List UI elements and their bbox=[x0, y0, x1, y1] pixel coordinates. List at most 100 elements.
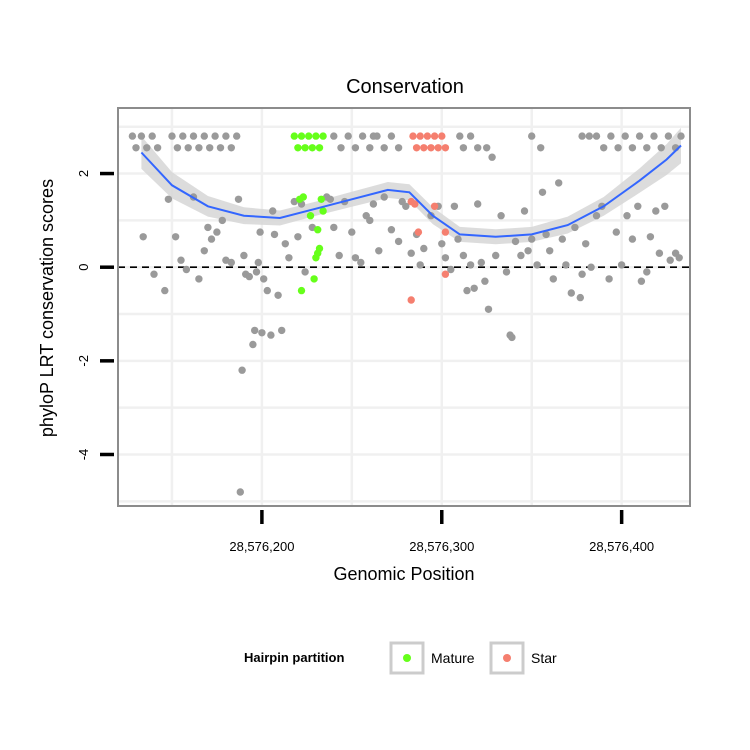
data-point-background bbox=[438, 240, 446, 248]
data-point-background bbox=[200, 132, 208, 140]
data-point-mature bbox=[290, 132, 298, 140]
data-point-background bbox=[227, 144, 235, 152]
confidence-band-layer bbox=[141, 127, 681, 245]
data-point-background bbox=[474, 200, 482, 208]
data-point-background bbox=[675, 254, 683, 262]
data-point-background bbox=[182, 265, 191, 274]
legend: Hairpin partition Mature Star bbox=[244, 641, 557, 675]
data-point-mature bbox=[297, 132, 306, 140]
data-point-background bbox=[179, 132, 187, 140]
data-point-background bbox=[576, 293, 584, 302]
data-point-background bbox=[206, 144, 214, 152]
data-point-background bbox=[351, 254, 360, 262]
data-point-background bbox=[281, 240, 289, 248]
data-point-background bbox=[621, 132, 629, 140]
data-point-background bbox=[213, 228, 221, 236]
legend-label-star: Star bbox=[531, 650, 557, 666]
data-point-background bbox=[587, 263, 595, 271]
data-point-background bbox=[427, 212, 435, 220]
data-point-background bbox=[492, 251, 500, 260]
data-point-background bbox=[301, 268, 309, 276]
data-point-background bbox=[351, 144, 360, 152]
data-point-background bbox=[270, 230, 279, 239]
data-point-background bbox=[558, 235, 566, 243]
data-point-mature bbox=[312, 132, 320, 140]
data-point-background bbox=[657, 144, 665, 152]
data-point-background bbox=[285, 254, 293, 262]
data-point-background bbox=[402, 202, 410, 210]
data-point-background bbox=[483, 144, 491, 152]
data-point-background bbox=[416, 261, 424, 269]
data-point-background bbox=[137, 132, 146, 140]
data-point-mature bbox=[310, 275, 318, 283]
data-point-background bbox=[267, 331, 275, 339]
data-point-background bbox=[251, 326, 259, 335]
data-point-background bbox=[278, 326, 286, 335]
data-point-background bbox=[538, 188, 547, 196]
data-point-background bbox=[664, 132, 673, 140]
x-tick-label: 28,576,400 bbox=[589, 539, 654, 554]
data-point-background bbox=[628, 144, 637, 152]
data-point-mature bbox=[305, 132, 313, 140]
data-point-background bbox=[484, 305, 493, 313]
data-point-star bbox=[434, 144, 442, 152]
chart-title: Conservation bbox=[346, 76, 464, 98]
data-point-background bbox=[634, 202, 642, 210]
data-point-background bbox=[369, 200, 378, 208]
data-point-background bbox=[218, 216, 226, 225]
y-tick-label: -4 bbox=[76, 449, 91, 461]
data-point-background bbox=[150, 270, 158, 278]
axes-layer: 2 0 -2 -4 28,576,200 28,576,300 28,576,400 bbox=[76, 170, 654, 554]
data-point-background bbox=[578, 132, 586, 140]
data-point-background bbox=[177, 256, 185, 264]
data-point-background bbox=[466, 261, 475, 269]
data-point-background bbox=[200, 247, 208, 255]
data-point-mature bbox=[319, 207, 327, 215]
data-point-background bbox=[555, 179, 563, 187]
data-point-background bbox=[294, 233, 302, 241]
data-point-background bbox=[240, 251, 248, 260]
data-point-background bbox=[650, 132, 658, 140]
data-point-mature bbox=[294, 144, 302, 152]
data-point-background bbox=[646, 233, 655, 241]
data-point-background bbox=[661, 202, 669, 210]
data-point-background bbox=[335, 251, 343, 260]
data-point-background bbox=[269, 207, 277, 215]
data-point-background bbox=[132, 144, 140, 152]
data-point-background bbox=[254, 258, 262, 267]
data-point-background bbox=[195, 144, 203, 152]
data-point-background bbox=[592, 132, 601, 140]
data-point-mature bbox=[317, 195, 325, 203]
data-point-background bbox=[524, 247, 532, 255]
data-point-star bbox=[438, 132, 446, 140]
data-point-background bbox=[511, 237, 520, 246]
legend-item-star: Star bbox=[489, 641, 557, 675]
data-point-background bbox=[233, 132, 241, 140]
data-point-star bbox=[407, 296, 415, 304]
data-point-background bbox=[330, 132, 338, 140]
data-point-background bbox=[245, 272, 253, 281]
data-point-star bbox=[430, 132, 439, 140]
data-point-background bbox=[216, 144, 225, 152]
data-point-background bbox=[139, 233, 147, 241]
data-point-star bbox=[441, 228, 450, 236]
data-point-background bbox=[528, 235, 536, 243]
data-point-background bbox=[497, 212, 505, 220]
data-point-star bbox=[423, 132, 432, 140]
data-point-background bbox=[508, 333, 516, 342]
data-point-background bbox=[571, 223, 579, 232]
data-point-mature bbox=[314, 226, 322, 234]
data-point-star bbox=[430, 202, 439, 210]
data-point-background bbox=[441, 254, 450, 262]
data-point-background bbox=[517, 251, 525, 260]
data-point-background bbox=[502, 268, 511, 276]
data-point-background bbox=[481, 277, 489, 285]
data-point-background bbox=[153, 144, 162, 152]
data-point-background bbox=[652, 207, 660, 215]
data-point-background bbox=[643, 144, 651, 152]
data-point-background bbox=[454, 235, 462, 243]
data-point-background bbox=[211, 132, 219, 140]
data-point-background bbox=[344, 132, 352, 140]
data-point-background bbox=[562, 261, 570, 269]
data-point-background bbox=[407, 249, 415, 257]
